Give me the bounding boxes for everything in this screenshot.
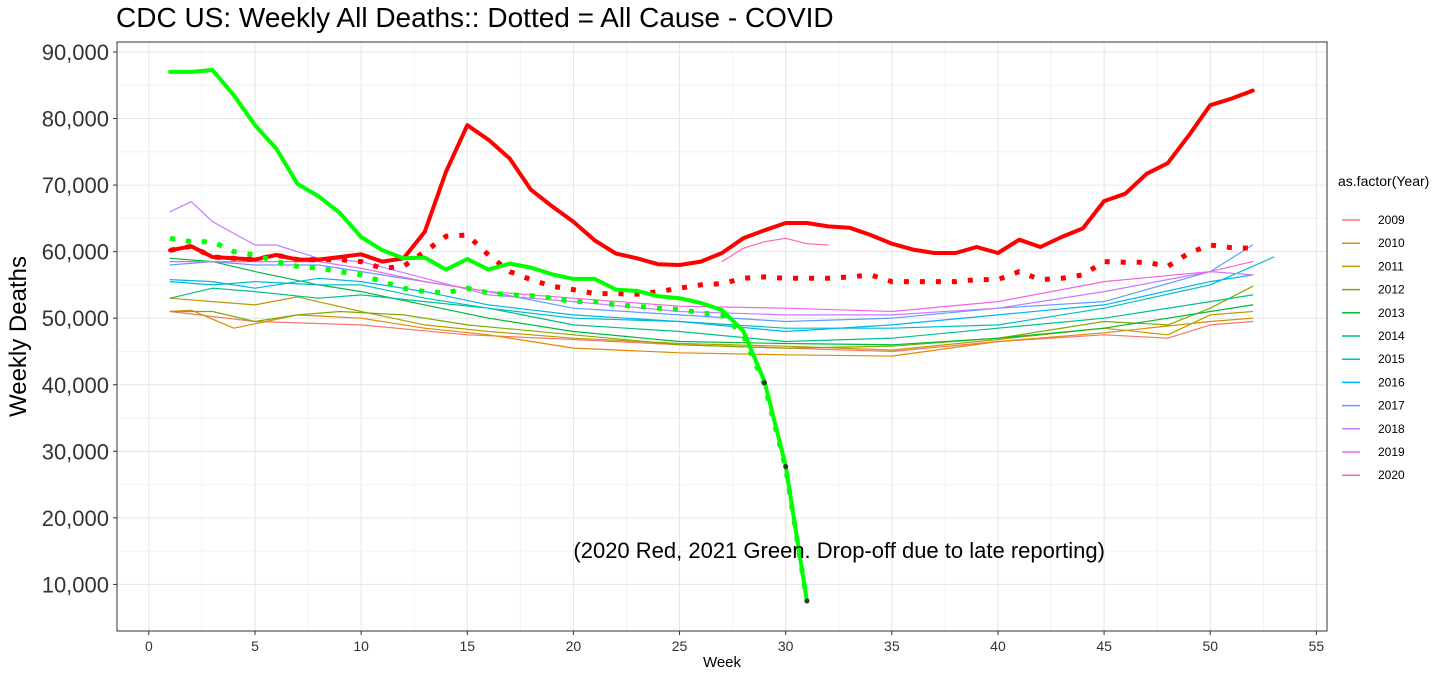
series-line-2011 xyxy=(169,296,1254,351)
x-tick-label: 10 xyxy=(353,638,369,654)
series-line-2018 xyxy=(169,201,1254,316)
legend-label-2015: 2015 xyxy=(1378,352,1405,366)
series-line-2021-all-causes xyxy=(168,68,809,604)
y-tick-label: 70,000 xyxy=(42,173,109,198)
legend-title: as.factor(Year) xyxy=(1338,173,1429,189)
data-point-marker xyxy=(804,598,810,604)
data-point-marker xyxy=(761,380,767,386)
end-markers xyxy=(761,380,810,604)
series-line-2015 xyxy=(169,256,1275,329)
legend-label-2009: 2009 xyxy=(1378,213,1405,227)
series-line-2010 xyxy=(169,309,1254,357)
legend-label-2014: 2014 xyxy=(1378,329,1405,343)
y-tick-label: 40,000 xyxy=(42,373,109,398)
legend: as.factor(Year) 2009 2010 2011 2012 2013 2014… xyxy=(1338,173,1429,482)
plot-border xyxy=(116,41,1328,632)
series-line-2017 xyxy=(169,244,1254,323)
x-axis-title: Week xyxy=(703,654,742,671)
grid-lines xyxy=(117,42,1327,631)
legend-label-2017: 2017 xyxy=(1378,399,1405,413)
series-line-2020-all-causes xyxy=(168,88,1255,267)
legend-label-2010: 2010 xyxy=(1378,236,1405,250)
x-tick-label: 0 xyxy=(145,638,153,654)
x-tick-label: 5 xyxy=(251,638,259,654)
series-lines xyxy=(168,68,1275,604)
y-axis-title: Weekly Deaths xyxy=(5,256,32,417)
legend-label-2019: 2019 xyxy=(1378,445,1405,459)
x-tick-label: 50 xyxy=(1202,638,1218,654)
series-line-2013 xyxy=(169,257,1254,346)
legend-label-2012: 2012 xyxy=(1378,283,1405,297)
x-tick-label: 35 xyxy=(884,638,900,654)
y-tick-label: 30,000 xyxy=(42,439,109,464)
y-tick-label: 60,000 xyxy=(42,240,109,265)
legend-label-2013: 2013 xyxy=(1378,306,1405,320)
series-line-2014 xyxy=(169,287,1254,343)
y-tick-label: 90,000 xyxy=(42,40,109,65)
legend-label-2020: 2020 xyxy=(1378,468,1405,482)
x-tick-label: 40 xyxy=(990,638,1006,654)
x-tick-label: 55 xyxy=(1309,638,1325,654)
x-axis-ticks: 0 5 10 15 20 25 30 35 40 45 50 55 xyxy=(145,631,1324,654)
x-tick-label: 30 xyxy=(778,638,794,654)
x-tick-label: 20 xyxy=(566,638,582,654)
y-axis-ticks: 10,000 20,000 30,000 40,000 50,000 60,000 70,0… xyxy=(42,40,117,597)
data-point-marker xyxy=(783,464,789,470)
series-line-2020 xyxy=(721,237,829,263)
x-tick-label: 15 xyxy=(459,638,475,654)
y-tick-label: 50,000 xyxy=(42,306,109,331)
chart-title: CDC US: Weekly All Deaths:: Dotted = All… xyxy=(116,2,834,33)
series-line-2016 xyxy=(169,274,1254,333)
legend-label-2016: 2016 xyxy=(1378,375,1405,389)
chart-annotation: (2020 Red, 2021 Green. Drop-off due to l… xyxy=(573,538,1105,563)
x-tick-label: 25 xyxy=(672,638,688,654)
y-tick-label: 80,000 xyxy=(42,107,109,132)
series-line-2019 xyxy=(169,261,1254,313)
x-tick-label: 45 xyxy=(1096,638,1112,654)
y-tick-label: 20,000 xyxy=(42,506,109,531)
legend-label-2011: 2011 xyxy=(1378,259,1404,273)
y-tick-label: 10,000 xyxy=(42,572,109,597)
legend-label-2018: 2018 xyxy=(1378,422,1405,436)
